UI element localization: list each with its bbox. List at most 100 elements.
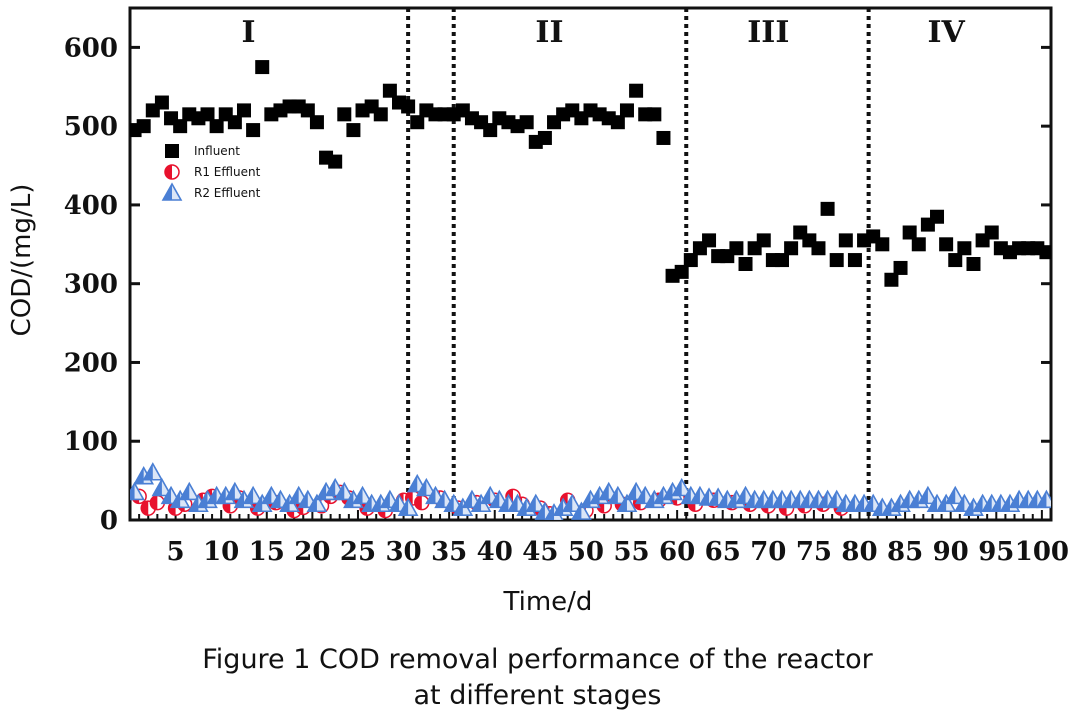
r2-marker-fill (599, 483, 609, 500)
y-axis: 0 100 200 300 400 500 600 (64, 33, 1051, 536)
r2-marker-fill (900, 491, 910, 508)
r2-marker-fill (1028, 491, 1038, 508)
legend-label: R1 Effluent (194, 165, 261, 179)
r2-marker-fill (791, 491, 801, 508)
x-tick-label: 50 (568, 537, 604, 567)
influent-point (957, 241, 972, 256)
influent-point (130, 123, 142, 138)
influent-point (236, 103, 251, 118)
r2-marker-fill (928, 495, 938, 512)
influent-point (884, 272, 899, 287)
r2-marker-fill (563, 495, 573, 512)
legend: Influent R1 Effluent R2 Effluent (161, 144, 261, 201)
influent-point (966, 257, 981, 271)
influent-point (1039, 245, 1051, 260)
r2-marker-fill (298, 491, 308, 508)
r2-marker-fill (499, 495, 509, 512)
r2-marker-fill (472, 495, 482, 512)
stage-label: IV (927, 15, 965, 50)
r2-marker-fill (827, 491, 837, 508)
r2-marker-fill (955, 495, 965, 512)
r2-marker-fill (417, 479, 427, 496)
y-axis-label: COD/(mg/L) (7, 184, 37, 337)
r2-marker-fill (490, 491, 500, 508)
r2-marker-fill (855, 495, 865, 512)
figure-caption-line1: Figure 1 COD removal performance of the … (202, 644, 873, 675)
influent-point (875, 237, 890, 252)
r2-marker-fill (198, 491, 208, 508)
influent-point (902, 225, 917, 240)
r2-marker-fill (426, 487, 436, 504)
influent-point (984, 225, 999, 240)
influent-point (911, 237, 926, 252)
r2-marker-fill (517, 499, 527, 516)
r2-effluent-point (525, 493, 547, 513)
influent-point (246, 123, 261, 138)
r2-marker-fill (162, 487, 172, 504)
r2-marker-fill (399, 499, 409, 516)
r2-effluent-point (616, 493, 638, 513)
r2-marker-fill (763, 491, 773, 508)
r2-marker-fill (317, 483, 327, 500)
r2-marker-fill (344, 491, 354, 508)
r1-marker-fill (141, 501, 149, 516)
r2-effluent-point (671, 477, 693, 497)
x-axis: 5 10 15 20 25 30 35 40 45 50 55 60 65 70 75 80 85 90 95 100 (138, 510, 1069, 567)
stage-label: III (747, 15, 789, 50)
influent-point (893, 260, 908, 275)
influent-point (729, 241, 744, 256)
r2-effluent-point (224, 481, 246, 501)
r2-effluent-point (571, 501, 592, 520)
r2-marker-fill (772, 491, 782, 508)
r2-marker-fill (244, 487, 254, 504)
influent-point (401, 99, 416, 114)
influent-point (738, 257, 753, 271)
r2-marker-fill (453, 499, 463, 516)
r2-marker-fill (130, 483, 135, 500)
r2-marker-fill (207, 487, 217, 504)
r2-effluent-point (151, 477, 173, 497)
r2-marker-fill (681, 487, 691, 504)
r2-marker-fill (481, 487, 491, 504)
r1-marker-fill (150, 495, 158, 510)
r2-marker-fill (809, 491, 819, 508)
x-tick-label: 40 (477, 537, 513, 567)
influent-point (209, 119, 224, 134)
r2-marker-fill (152, 479, 162, 496)
r2-marker-fill (380, 491, 390, 508)
r2-marker-fill (946, 487, 956, 504)
r2-marker-fill (864, 495, 874, 512)
r2-marker-fill (253, 495, 263, 512)
r2-marker-fill (672, 479, 682, 496)
r2-marker-fill (690, 487, 700, 504)
influent-point (227, 115, 242, 130)
r2-marker-fill (590, 487, 600, 504)
r2-effluent-point (561, 493, 583, 513)
r2-marker-fill (134, 467, 144, 484)
x-tick-label: 10 (203, 537, 239, 567)
r2-marker-fill (390, 495, 400, 512)
x-tick-label: 35 (431, 537, 467, 567)
x-tick-label: 100 (1015, 537, 1069, 567)
x-tick-label: 85 (887, 537, 923, 567)
influent-point (410, 115, 425, 130)
r2-marker-fill (326, 479, 336, 496)
r2-marker-fill (891, 495, 901, 512)
r2-marker-fill (1037, 491, 1047, 508)
r2-effluent-point (178, 481, 200, 501)
x-tick-label: 80 (841, 537, 877, 567)
influent-point (838, 233, 853, 248)
r2-marker-fill (736, 487, 746, 504)
figure-caption-line2: at different stages (413, 680, 662, 711)
r2-marker-fill (435, 491, 445, 508)
r2-effluent-point (333, 481, 355, 501)
r2-marker-fill (973, 495, 983, 512)
r2-marker-fill (143, 463, 153, 480)
r2-marker-fill (262, 487, 272, 504)
influent-point (309, 115, 324, 130)
x-tick-label: 90 (933, 537, 969, 567)
r1-marker-fill (165, 165, 172, 179)
r2-marker-fill (909, 491, 919, 508)
x-tick-label: 30 (385, 537, 421, 567)
